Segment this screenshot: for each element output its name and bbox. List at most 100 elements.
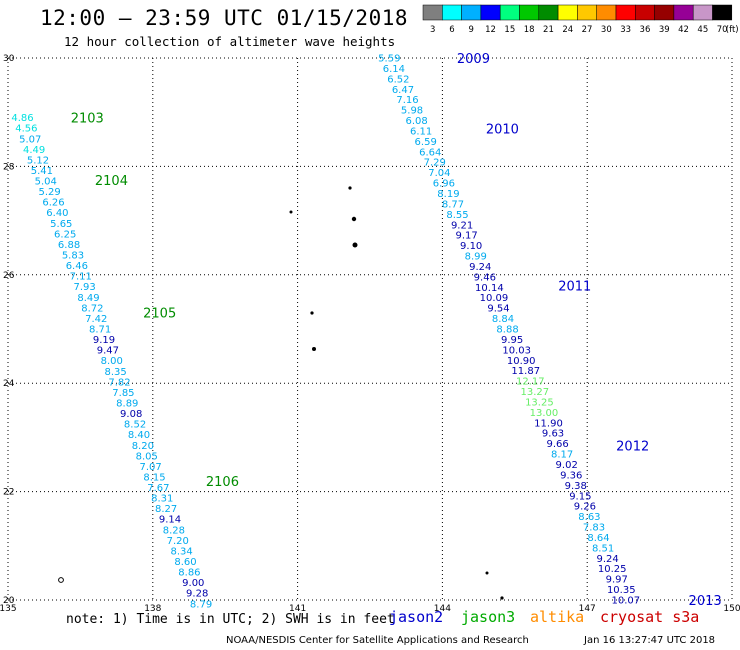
time-label: 2009 — [457, 52, 490, 67]
wave-height-value: 10.07 — [611, 596, 640, 607]
wave-height-value: 8.27 — [155, 504, 177, 515]
wave-height-value: 13.25 — [525, 397, 554, 408]
wave-height-value: 9.17 — [455, 231, 477, 242]
legend-label: 45 — [697, 25, 708, 35]
wave-height-value: 8.84 — [492, 314, 514, 325]
wave-height-value: 7.29 — [424, 158, 446, 169]
legend-swatch — [538, 4, 559, 21]
legend-swatch — [499, 4, 520, 21]
wave-height-value: 11.90 — [534, 418, 563, 429]
wave-height-value: 8.88 — [496, 325, 518, 336]
wave-height-value: 12.17 — [516, 377, 545, 388]
color-legend: 3 6 9 12 15 18 21 24 27 30 33 36 39 42 45 70(ft) — [422, 4, 739, 35]
wave-height-value: 5.59 — [378, 54, 400, 65]
x-tick-label: 147 — [579, 604, 596, 614]
wave-height-value: 7.16 — [396, 95, 418, 106]
wave-height-value: 6.52 — [387, 74, 409, 85]
wave-height-value: 9.97 — [606, 575, 628, 586]
wave-height-value: 9.28 — [186, 589, 208, 600]
wave-height-value: 8.60 — [174, 557, 196, 568]
wave-height-value: 6.47 — [392, 85, 414, 96]
legend-label: 27 — [582, 25, 593, 35]
island-marker — [348, 186, 352, 190]
wave-height-value: 9.66 — [546, 439, 568, 450]
wave-height-value: 8.52 — [124, 420, 146, 431]
legend-label: 36 — [640, 25, 651, 35]
time-label: 2013 — [689, 594, 722, 609]
wave-height-value: 9.15 — [569, 491, 591, 502]
wave-height-value: 8.49 — [77, 293, 99, 304]
legend-swatch — [577, 4, 597, 21]
island-marker — [312, 347, 316, 351]
satellite-label-jason3: jason3 — [461, 608, 516, 626]
time-label: 2012 — [616, 440, 649, 455]
y-tick-label: 26 — [3, 271, 15, 281]
island-marker — [500, 596, 504, 600]
wave-height-value: 7.83 — [583, 523, 605, 534]
legend-label: 21 — [543, 25, 554, 35]
wave-height-value: 9.26 — [574, 502, 596, 513]
legend-swatch — [596, 4, 617, 21]
wave-height-value: 8.63 — [578, 512, 600, 523]
wave-height-value: 8.55 — [446, 210, 468, 221]
wave-height-value: 6.40 — [46, 208, 68, 219]
legend-swatch — [615, 4, 636, 21]
time-label: 2106 — [206, 475, 239, 490]
wave-height-value: 13.00 — [530, 408, 559, 419]
chart-grid — [7, 57, 733, 601]
wave-height-value: 5.04 — [35, 177, 57, 188]
wave-height-value: 8.40 — [128, 430, 150, 441]
wave-height-value: 7.67 — [147, 483, 169, 494]
wave-height-value: 8.35 — [105, 367, 127, 378]
wave-height-value: 5.65 — [50, 219, 72, 230]
island-markers — [58, 186, 504, 600]
wave-height-value: 6.26 — [42, 198, 64, 209]
wave-height-value: 5.83 — [62, 251, 84, 262]
time-label: 2011 — [558, 280, 591, 295]
x-tick-label: 141 — [289, 604, 306, 614]
x-tick-label: 144 — [434, 604, 451, 614]
wave-height-value: 8.71 — [89, 325, 111, 336]
x-tick-label: 135 — [0, 604, 17, 614]
wave-height-value: 9.24 — [469, 262, 491, 273]
wave-height-value: 5.29 — [39, 187, 61, 198]
wave-height-value: 11.87 — [511, 366, 540, 377]
wave-height-value: 9.46 — [474, 272, 496, 283]
legend-label: 30 — [601, 25, 612, 35]
legend-label: 12 — [485, 25, 496, 35]
wave-height-value: 8.19 — [437, 189, 459, 200]
legend-label: 24 — [562, 25, 573, 35]
island-marker — [351, 216, 357, 222]
axis-tick-labels: 135 138 141 144 147 150 20 22 24 26 28 30 — [0, 54, 740, 614]
wave-height-value: 9.38 — [565, 481, 587, 492]
wave-height-value: 9.08 — [120, 409, 142, 420]
legend-swatch — [692, 4, 713, 21]
wave-height-value: 8.15 — [143, 472, 165, 483]
wave-height-value: 6.96 — [433, 179, 455, 190]
wave-height-value: 9.00 — [182, 578, 204, 589]
wave-height-value: 9.02 — [556, 460, 578, 471]
wave-height-value: 8.99 — [465, 252, 487, 263]
wave-height-value: 7.93 — [73, 282, 95, 293]
legend-swatch — [422, 4, 443, 21]
wave-height-value: 9.95 — [501, 335, 523, 346]
wave-height-value: 6.64 — [419, 147, 441, 158]
wave-height-value: 7.07 — [139, 462, 161, 473]
chart-subtitle: 12 hour collection of altimeter wave hei… — [64, 34, 396, 49]
wave-height-value: 7.85 — [112, 388, 134, 399]
x-tick-label: 138 — [144, 604, 161, 614]
wave-height-value: 9.24 — [596, 554, 618, 565]
time-label: 2105 — [143, 307, 176, 322]
wave-height-value: 4.49 — [23, 145, 45, 156]
y-tick-label: 20 — [3, 596, 15, 606]
footer-note: note: 1) Time is in UTC; 2) SWH is in fe… — [66, 612, 395, 627]
wave-height-value: 8.72 — [81, 303, 103, 314]
legend-swatch — [461, 4, 482, 21]
wave-height-value: 8.79 — [190, 599, 212, 610]
wave-height-value: 5.98 — [401, 106, 423, 117]
legend-swatch — [712, 4, 733, 21]
wave-height-value: 8.34 — [171, 546, 193, 557]
wave-height-value: 9.47 — [97, 346, 119, 357]
wave-height-value: 5.07 — [19, 134, 41, 145]
time-label: 2103 — [71, 112, 104, 127]
